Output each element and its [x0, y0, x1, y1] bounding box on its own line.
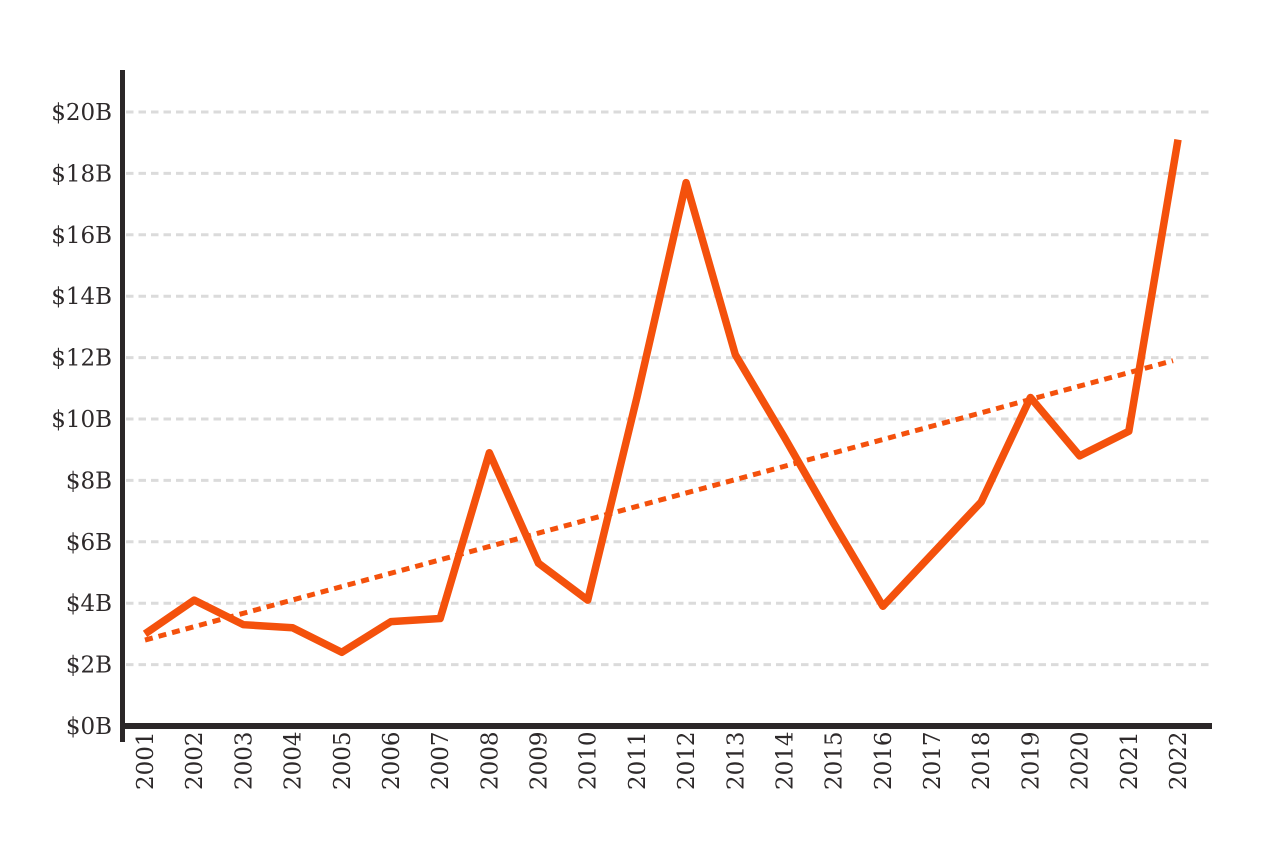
trend-line [144, 358, 1174, 643]
y-tick-label: $8B [66, 468, 112, 494]
x-tick-label: 2019 [1018, 731, 1044, 790]
x-tick-label: 2001 [133, 731, 159, 790]
y-tick-label: $18B [51, 161, 112, 187]
data-polyline [142, 139, 1182, 657]
data-line [142, 139, 1182, 657]
x-tick-label: 2003 [231, 731, 257, 790]
y-tick-label: $12B [51, 346, 112, 372]
y-axis-labels: $0B $2B $4B $6B $8B $10B $12B $14B $16B $18B $20B [51, 100, 112, 740]
x-tick-label: 2007 [428, 731, 454, 790]
y-tick-label: $0B [66, 714, 112, 740]
y-tick-label: $10B [51, 407, 112, 433]
x-axis-labels: 2001 2002 2003 2004 2005 2006 2007 2008 2009 2010… [133, 731, 1192, 790]
x-tick-label: 2009 [527, 731, 553, 790]
x-tick-label: 2015 [822, 731, 848, 790]
x-tick-label: 2004 [281, 731, 307, 790]
y-tick-label: $6B [66, 530, 112, 556]
y-tick-label: $2B [66, 653, 112, 679]
x-tick-label: 2014 [772, 731, 798, 790]
y-tick-label: $16B [51, 223, 112, 249]
x-tick-label: 2011 [625, 731, 651, 790]
x-tick-label: 2021 [1117, 731, 1143, 790]
x-tick-label: 2012 [674, 731, 700, 790]
axes [120, 70, 1212, 742]
y-tick-label: $20B [51, 100, 112, 126]
x-tick-label: 2010 [576, 731, 602, 790]
x-tick-label: 2020 [1068, 731, 1094, 790]
x-tick-label: 2005 [330, 731, 356, 790]
x-tick-label: 2017 [920, 731, 946, 790]
trend-dashed-line [144, 358, 1174, 643]
gridlines [126, 110, 1210, 667]
x-tick-label: 2018 [969, 731, 995, 790]
x-tick-label: 2008 [477, 731, 503, 790]
x-tick-label: 2013 [723, 731, 749, 790]
x-tick-label: 2016 [871, 731, 897, 790]
y-tick-label: $4B [66, 591, 112, 617]
x-tick-label: 2022 [1166, 731, 1192, 790]
x-tick-label: 2002 [182, 731, 208, 790]
x-tick-label: 2006 [379, 731, 405, 790]
y-tick-label: $14B [51, 284, 112, 310]
